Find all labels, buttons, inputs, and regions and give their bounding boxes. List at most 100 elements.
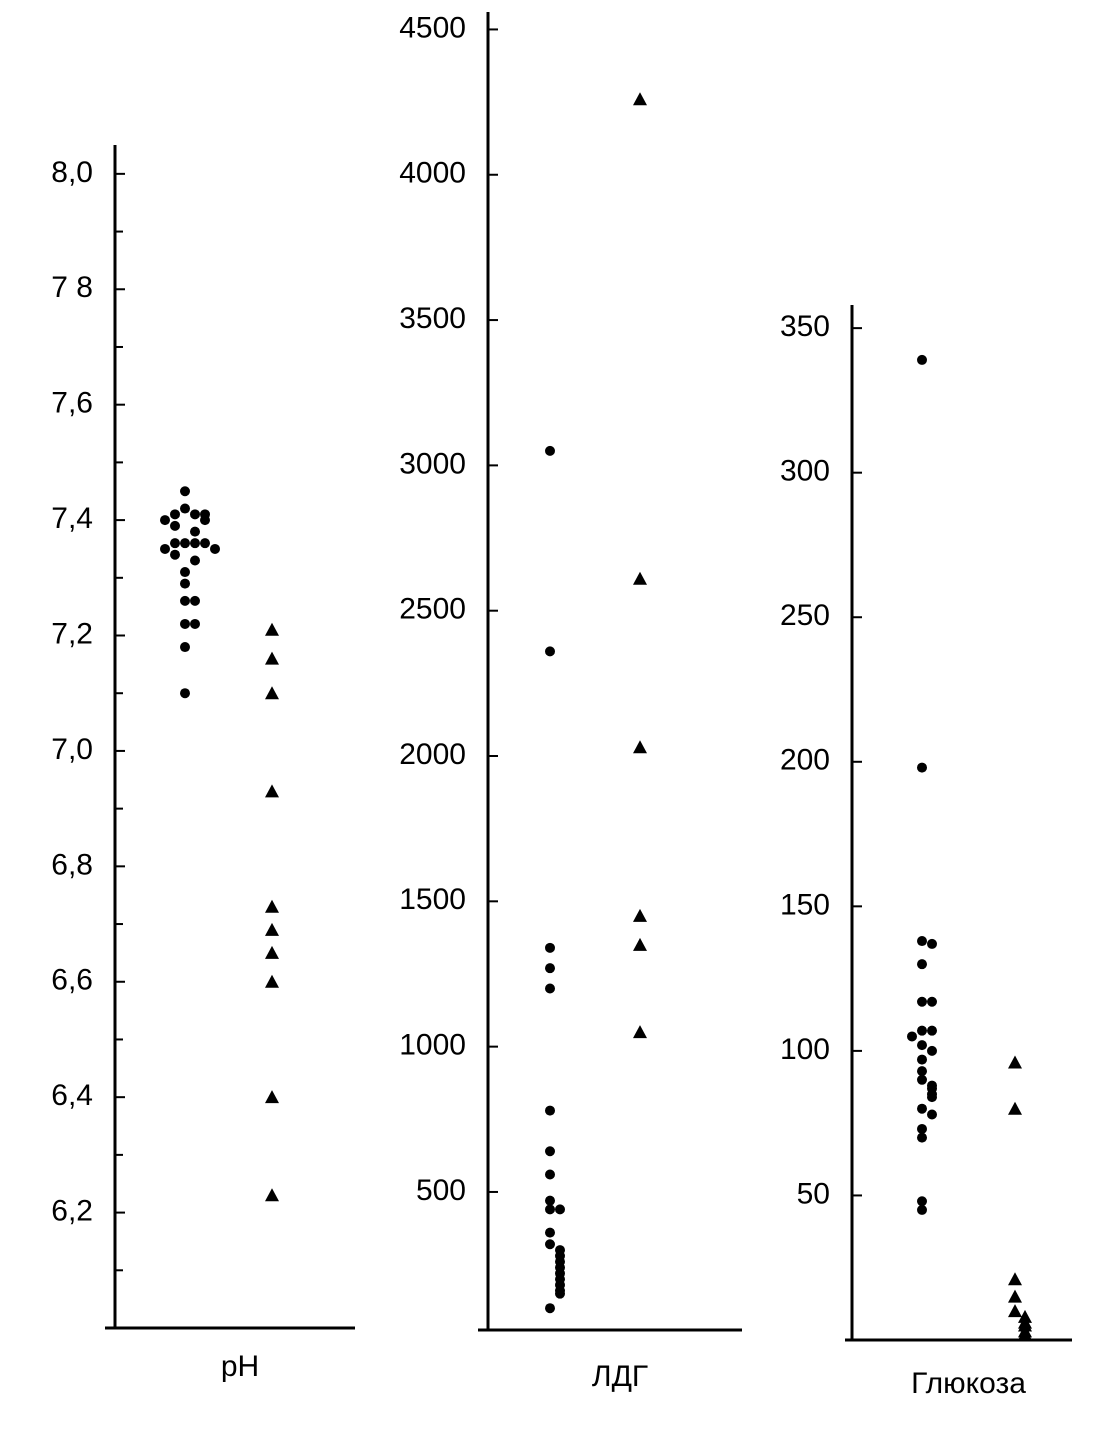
- triangle-point: [633, 937, 647, 951]
- circle-point: [917, 1066, 927, 1077]
- x-axis-label: pH: [221, 1350, 259, 1383]
- circle-point: [180, 578, 190, 589]
- circle-point: [927, 1092, 937, 1103]
- circle-point: [545, 963, 555, 974]
- circle-point: [170, 509, 180, 520]
- y-tick-label: 1000: [399, 1029, 466, 1062]
- triangle-point: [633, 571, 647, 585]
- circle-point: [160, 543, 170, 554]
- y-tick-label: 7,2: [51, 617, 93, 650]
- circle-point: [180, 618, 190, 629]
- circle-point: [917, 1103, 927, 1114]
- y-tick-label: 3500: [399, 302, 466, 335]
- y-tick-label: 8,0: [51, 156, 93, 189]
- circle-point: [545, 1195, 555, 1206]
- y-tick-label: 2000: [399, 738, 466, 771]
- y-tick-label: 4000: [399, 157, 466, 190]
- y-tick-label: 500: [416, 1174, 466, 1207]
- x-axis-label: ЛДГ: [592, 1360, 648, 1393]
- circle-point: [917, 1040, 927, 1051]
- y-tick-label: 350: [780, 310, 830, 343]
- triangle-point: [633, 908, 647, 922]
- y-tick-label: 50: [797, 1177, 830, 1210]
- triangle-point: [265, 945, 279, 959]
- triangle-point: [265, 1090, 279, 1104]
- triangle-point: [633, 92, 647, 106]
- circle-point: [190, 526, 200, 537]
- triangle-point: [633, 1025, 647, 1039]
- triangle-point: [1008, 1289, 1022, 1303]
- circle-point: [190, 595, 200, 606]
- y-tick-label: 7,6: [51, 387, 93, 420]
- triangle-point: [633, 740, 647, 754]
- circle-point: [180, 486, 190, 497]
- circle-point: [180, 567, 190, 578]
- circle-point: [180, 688, 190, 699]
- circle-point: [545, 646, 555, 657]
- y-tick-label: 200: [780, 744, 830, 777]
- circle-point: [927, 1025, 937, 1036]
- circle-point: [545, 1105, 555, 1116]
- circle-point: [180, 538, 190, 549]
- y-tick-label: 7 8: [51, 271, 93, 304]
- triangle-point: [265, 784, 279, 798]
- y-tick-label: 6,6: [51, 964, 93, 997]
- x-axis-label: Глюкоза: [911, 1367, 1026, 1400]
- circle-point: [180, 642, 190, 653]
- circle-point: [927, 1109, 937, 1120]
- circle-point: [545, 1239, 555, 1250]
- circle-point: [907, 1031, 917, 1042]
- triangle-point: [265, 622, 279, 636]
- triangle-point: [265, 651, 279, 665]
- y-tick-label: 7,4: [51, 502, 93, 535]
- y-tick-label: 2500: [399, 593, 466, 626]
- y-tick-label: 250: [780, 599, 830, 632]
- circle-point: [917, 1025, 927, 1036]
- circle-point: [170, 549, 180, 560]
- circle-point: [545, 1146, 555, 1157]
- circle-point: [927, 1045, 937, 1056]
- circle-point: [927, 938, 937, 949]
- circle-point: [545, 1169, 555, 1180]
- circle-point: [917, 936, 927, 947]
- circle-point: [545, 1227, 555, 1238]
- y-tick-label: 1500: [399, 883, 466, 916]
- circle-point: [917, 1196, 927, 1207]
- circle-point: [917, 354, 927, 365]
- circle-point: [545, 445, 555, 456]
- circle-point: [180, 595, 190, 606]
- triangle-point: [1008, 1101, 1022, 1115]
- circle-point: [917, 1074, 927, 1085]
- y-tick-label: 7,0: [51, 733, 93, 766]
- y-tick-label: 150: [780, 888, 830, 921]
- circle-point: [555, 1204, 565, 1215]
- triangle-point: [265, 922, 279, 936]
- circle-point: [170, 520, 180, 531]
- y-tick-label: 3000: [399, 447, 466, 480]
- y-tick-label: 6,4: [51, 1079, 93, 1112]
- triangle-point: [1008, 1304, 1022, 1318]
- circle-point: [545, 1303, 555, 1314]
- circle-point: [917, 762, 927, 773]
- triangle-point: [1018, 1327, 1032, 1341]
- triangle-point: [1008, 1055, 1022, 1069]
- circle-point: [190, 509, 200, 520]
- circle-point: [917, 1123, 927, 1134]
- circle-point: [210, 543, 220, 554]
- circle-point: [917, 1204, 927, 1215]
- triangle-point: [265, 974, 279, 988]
- circle-point: [170, 538, 180, 549]
- triangle-point: [265, 899, 279, 913]
- circle-point: [200, 538, 210, 549]
- circle-point: [180, 503, 190, 514]
- circle-point: [917, 1054, 927, 1065]
- circle-point: [190, 538, 200, 549]
- circle-point: [545, 983, 555, 994]
- circle-point: [917, 959, 927, 970]
- circle-point: [545, 942, 555, 953]
- y-tick-label: 100: [780, 1033, 830, 1066]
- y-tick-label: 6,2: [51, 1195, 93, 1228]
- y-tick-label: 6,8: [51, 848, 93, 881]
- triangle-point: [265, 1188, 279, 1202]
